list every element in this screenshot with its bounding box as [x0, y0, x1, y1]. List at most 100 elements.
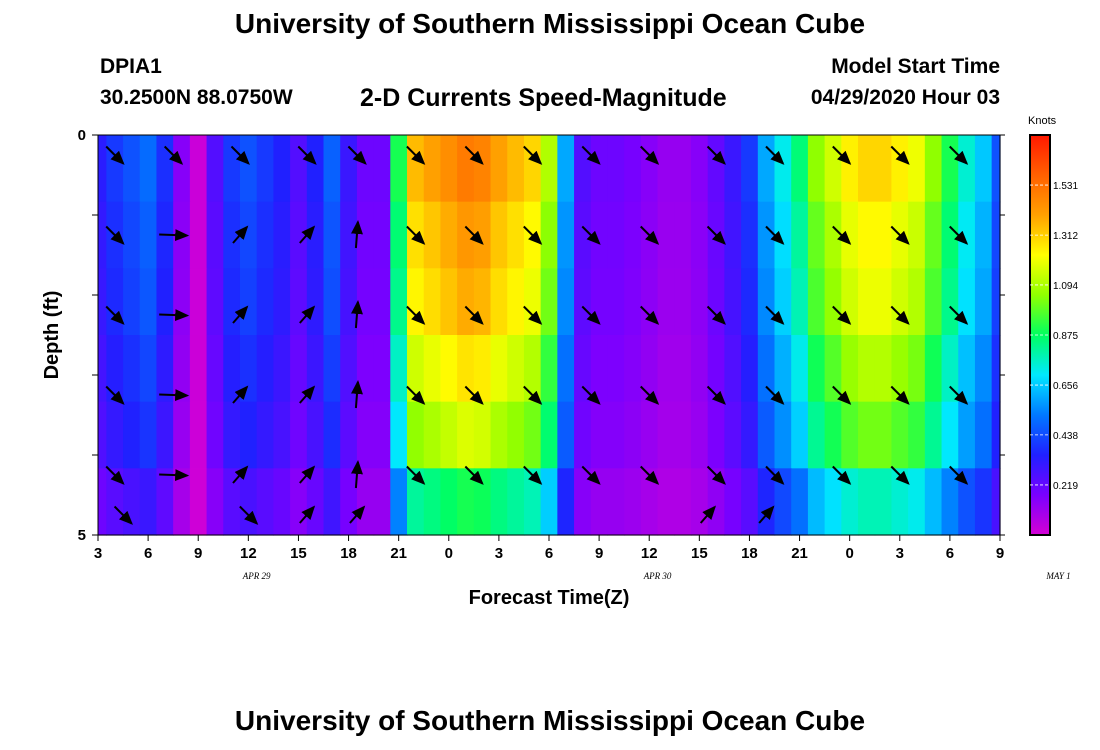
heatmap-cell: [540, 201, 558, 269]
current-vector-arrow: [640, 385, 660, 405]
heatmap-cell: [624, 468, 642, 536]
heatmap-cell: [724, 201, 742, 269]
heatmap-cell: [273, 468, 291, 536]
heatmap-cell: [373, 268, 391, 336]
heatmap-cell: [306, 335, 325, 403]
current-vector-arrow: [765, 145, 785, 165]
heatmap-cell: [590, 268, 609, 336]
heatmap-cell: [858, 201, 876, 269]
current-vector-arrow: [949, 385, 969, 405]
heatmap-cell: [574, 201, 592, 269]
heatmap-cell: [356, 201, 375, 269]
heatmap-cell: [290, 268, 308, 336]
colorbar-label: Knots: [1028, 115, 1057, 127]
heatmap-cell: [390, 335, 408, 403]
heatmap-cell: [690, 201, 709, 269]
heatmap-cell: [306, 468, 325, 536]
heatmap-cell: [139, 135, 158, 203]
colorbar-tick-label: 0.656: [1053, 381, 1078, 392]
heatmap-cell: [440, 268, 458, 336]
heatmap-cell: [807, 268, 826, 336]
heatmap-cell: [239, 468, 258, 536]
heatmap-cell: [741, 401, 759, 469]
current-vector-arrow: [347, 145, 367, 165]
current-vector-arrow: [406, 225, 426, 245]
heatmap-cell: [941, 468, 959, 536]
heatmap-cell: [674, 201, 692, 269]
heatmap-cell: [340, 135, 358, 203]
heatmap-cell: [123, 268, 141, 336]
heatmap-cell: [373, 401, 391, 469]
heatmap-cell: [490, 268, 508, 336]
heatmap-cell: [874, 268, 893, 336]
heatmap-cell: [741, 268, 759, 336]
heatmap-cell: [223, 201, 241, 269]
heatmap-cell: [690, 335, 709, 403]
heatmap-cell: [306, 135, 325, 203]
x-tick-label: 21: [791, 545, 808, 562]
heatmap-cell: [156, 335, 174, 403]
heatmap-cell: [841, 468, 859, 536]
heatmap-cell: [724, 468, 742, 536]
heatmap-cell: [807, 135, 826, 203]
heatmap-cell: [741, 335, 759, 403]
colorbar-tick-label: 0.219: [1053, 481, 1078, 492]
heatmap-cell: [791, 335, 809, 403]
heatmap-cell: [724, 401, 742, 469]
heatmap-cell: [356, 468, 375, 536]
heatmap-cell: [590, 468, 609, 536]
heatmap-cell: [457, 335, 475, 403]
x-tick-label: 15: [290, 545, 307, 562]
chart-subtitle: 2-D Currents Speed-Magnitude: [360, 84, 727, 112]
current-vector-arrow: [464, 225, 484, 245]
heatmap-cell: [440, 468, 458, 536]
current-vector-arrow: [832, 465, 852, 485]
heatmap-cell: [323, 335, 341, 403]
colorbar-tick-label: 0.875: [1053, 331, 1078, 342]
current-vector-arrow: [706, 385, 726, 405]
heatmap-cell: [858, 468, 876, 536]
current-vector-arrow: [890, 465, 910, 485]
heatmap-cell: [373, 335, 391, 403]
x-tick-label: 0: [845, 545, 853, 562]
current-vector-arrow: [765, 225, 785, 245]
x-tick-label: 3: [94, 545, 102, 562]
x-tick-label: 0: [445, 545, 453, 562]
heatmap-cell: [98, 401, 107, 469]
current-vector-arrow: [706, 145, 726, 165]
colorbar-tick-label: 0.438: [1053, 431, 1078, 442]
heatmap-cell: [908, 201, 926, 269]
heatmap-cell: [239, 335, 258, 403]
heatmap-cell: [189, 335, 208, 403]
heatmap-cell: [657, 201, 675, 269]
heatmap-cell: [624, 268, 642, 336]
heatmap-cell: [98, 468, 107, 536]
heatmap-cell: [523, 268, 542, 336]
y-axis-label: Depth (ft): [41, 291, 63, 380]
heatmap-cell: [473, 201, 492, 269]
current-vector-arrow: [949, 465, 969, 485]
heatmap-cell: [557, 201, 575, 269]
current-vector-arrow: [581, 145, 601, 165]
heatmap-cell: [423, 468, 442, 536]
heatmap-cell: [991, 135, 1001, 203]
heatmap-cell: [924, 401, 943, 469]
x-tick-label: 9: [595, 545, 603, 562]
heatmap-cell: [256, 268, 274, 336]
heatmap-cell: [941, 201, 959, 269]
heatmap-cell: [841, 268, 859, 336]
heatmap-cell: [323, 268, 341, 336]
heatmap-cell: [607, 268, 625, 336]
heatmap-cell: [507, 201, 525, 269]
heatmap-cell: [974, 335, 993, 403]
heatmap-cell: [908, 268, 926, 336]
heatmap-cell: [273, 268, 291, 336]
heatmap-cell: [256, 135, 274, 203]
heatmap-cell: [557, 335, 575, 403]
heatmap-cell: [356, 268, 375, 336]
heatmap-cell: [690, 401, 709, 469]
current-vector-arrow: [640, 225, 660, 245]
current-vector-arrow: [230, 145, 250, 165]
current-vector-arrow: [832, 305, 852, 325]
heatmap-cell: [807, 335, 826, 403]
